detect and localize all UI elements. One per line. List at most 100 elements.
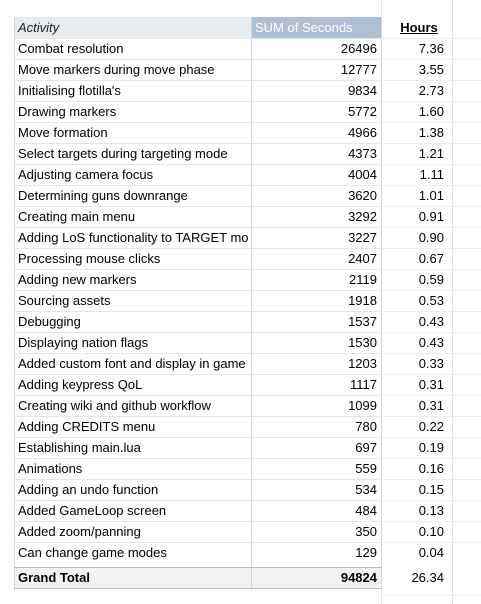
hours-cell[interactable]: 0.67 — [418, 251, 444, 266]
hours-cell[interactable]: 0.31 — [418, 377, 444, 392]
seconds-cell[interactable]: 9834 — [348, 83, 377, 98]
seconds-cell[interactable]: 4373 — [348, 146, 377, 161]
seconds-cell[interactable]: 2119 — [349, 272, 377, 287]
activity-cell[interactable]: Added GameLoop screen — [18, 503, 167, 518]
hours-cell[interactable]: 0.53 — [418, 293, 444, 308]
hours-cell[interactable]: 0.22 — [418, 419, 444, 434]
seconds-cell[interactable]: 1099 — [348, 398, 377, 413]
hours-cell[interactable]: 1.11 — [419, 167, 444, 182]
row-divider — [251, 290, 381, 291]
hours-cell[interactable]: 1.21 — [418, 146, 444, 161]
activity-cell[interactable]: Added custom font and display in game — [18, 356, 246, 371]
activity-cell[interactable]: Processing mouse clicks — [18, 251, 161, 266]
hours-cell[interactable]: 0.04 — [418, 545, 444, 560]
seconds-cell[interactable]: 2407 — [348, 251, 377, 266]
hours-cell[interactable]: 0.15 — [418, 482, 444, 497]
seconds-cell[interactable]: 129 — [355, 545, 377, 560]
row-divider — [381, 248, 481, 249]
hours-cell[interactable]: 2.73 — [418, 83, 444, 98]
activity-cell[interactable]: Adding CREDITS menu — [18, 419, 156, 434]
seconds-cell[interactable]: 3292 — [348, 209, 377, 224]
table-row: Added GameLoop screen 484 0.13 — [0, 500, 481, 521]
seconds-cell[interactable]: 3620 — [348, 188, 377, 203]
seconds-cell[interactable]: 12777 — [340, 62, 377, 77]
hours-cell[interactable]: 0.91 — [418, 209, 444, 224]
hours-cell[interactable]: 3.55 — [418, 62, 444, 77]
row-divider — [381, 458, 481, 459]
hours-cell[interactable]: 0.16 — [418, 461, 444, 476]
header-hours-cell[interactable]: Hours — [400, 20, 438, 35]
activity-cell[interactable]: Drawing markers — [18, 104, 117, 119]
table-row: Combat resolution 26496 7.36 — [0, 38, 481, 59]
activity-cell[interactable]: Combat resolution — [18, 41, 124, 56]
activity-cell[interactable]: Creating wiki and github workflow — [18, 398, 211, 413]
hours-cell[interactable]: 1.01 — [418, 188, 444, 203]
row-divider — [251, 374, 381, 375]
row-divider — [251, 59, 381, 60]
table-row: Debugging 1537 0.43 — [0, 311, 481, 332]
activity-cell[interactable]: Creating main menu — [18, 209, 136, 224]
hours-cell[interactable]: 0.43 — [418, 314, 444, 329]
activity-cell[interactable]: Determining guns downrange — [18, 188, 188, 203]
activity-cell[interactable]: Adding new markers — [18, 272, 137, 287]
header-activity-cell[interactable]: Activity — [14, 17, 251, 38]
activity-cell[interactable]: Adding keypress QoL — [18, 377, 143, 392]
grand-total-label-cell[interactable]: Grand Total — [14, 567, 251, 588]
seconds-cell[interactable]: 3227 — [348, 230, 377, 245]
activity-cell[interactable]: Initialising flotilla's — [18, 83, 121, 98]
activity-cell[interactable]: Debugging — [18, 314, 81, 329]
activity-cell[interactable]: Can change game modes — [18, 545, 167, 560]
row-divider — [381, 290, 481, 291]
seconds-cell[interactable]: 4004 — [348, 167, 377, 182]
activity-cell[interactable]: Added zoom/panning — [18, 524, 141, 539]
seconds-cell[interactable]: 484 — [355, 503, 377, 518]
table-row: Animations 559 0.16 — [0, 458, 481, 479]
seconds-cell[interactable]: 350 — [355, 524, 377, 539]
hours-cell[interactable]: 0.10 — [418, 524, 444, 539]
seconds-cell[interactable]: 1203 — [348, 356, 377, 371]
activity-cell[interactable]: Animations — [18, 461, 83, 476]
activity-cell[interactable]: Move markers during move phase — [18, 62, 215, 77]
seconds-cell[interactable]: 5772 — [348, 104, 377, 119]
hours-cell[interactable]: 7.36 — [418, 41, 444, 56]
seconds-cell[interactable]: 1537 — [348, 314, 377, 329]
seconds-cell[interactable]: 780 — [355, 419, 377, 434]
grand-total-hours-cell[interactable]: 26.34 — [411, 570, 444, 585]
seconds-cell[interactable]: 4966 — [348, 125, 377, 140]
row-divider — [251, 164, 381, 165]
seconds-cell[interactable]: 1117 — [350, 377, 377, 392]
row-divider — [381, 185, 481, 186]
activity-cell[interactable]: Adjusting camera focus — [18, 167, 154, 182]
row-divider — [381, 269, 481, 270]
row-divider — [14, 164, 251, 165]
grand-total-seconds-cell[interactable]: 94824 — [251, 567, 381, 588]
row-divider — [251, 332, 381, 333]
seconds-cell[interactable]: 26496 — [340, 41, 377, 56]
seconds-cell[interactable]: 1530 — [348, 335, 377, 350]
hours-cell[interactable]: 1.60 — [418, 104, 444, 119]
table-row: Adjusting camera focus 4004 1.11 — [0, 164, 481, 185]
activity-cell[interactable]: Select targets during targeting mode — [18, 146, 228, 161]
activity-cell[interactable]: Move formation — [18, 125, 108, 140]
hours-cell[interactable]: 0.90 — [418, 230, 444, 245]
activity-cell[interactable]: Adding LoS functionality to TARGET mo — [18, 230, 249, 245]
activity-cell[interactable]: Establishing main.lua — [18, 440, 141, 455]
row-divider — [251, 269, 381, 270]
activity-cell[interactable]: Sourcing assets — [18, 293, 111, 308]
activity-cell[interactable]: Adding an undo function — [18, 482, 159, 497]
hours-cell[interactable]: 0.33 — [418, 356, 444, 371]
activity-cell[interactable]: Displaying nation flags — [18, 335, 149, 350]
table-bottom-border — [14, 588, 381, 589]
header-sum-seconds-cell[interactable]: SUM of Seconds — [251, 17, 381, 38]
hours-cell[interactable]: 0.13 — [418, 503, 444, 518]
seconds-cell[interactable]: 534 — [355, 482, 377, 497]
seconds-cell[interactable]: 1918 — [348, 293, 377, 308]
seconds-cell[interactable]: 697 — [355, 440, 377, 455]
hours-cell[interactable]: 1.38 — [418, 125, 444, 140]
hours-cell[interactable]: 0.43 — [418, 335, 444, 350]
hours-cell[interactable]: 0.19 — [418, 440, 444, 455]
hours-cell[interactable]: 0.59 — [418, 272, 444, 287]
hours-cell[interactable]: 0.31 — [418, 398, 444, 413]
seconds-cell[interactable]: 559 — [355, 461, 377, 476]
row-divider — [14, 206, 251, 207]
